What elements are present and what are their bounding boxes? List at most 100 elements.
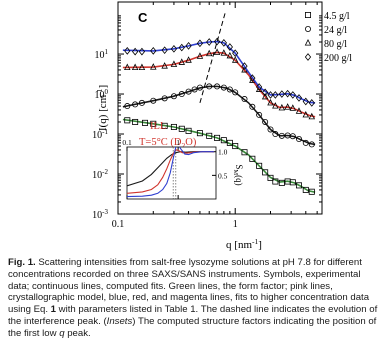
data-point-series-0-23 (295, 182, 302, 189)
caption-text-3: ) The computed structure factors indicat… (8, 315, 377, 339)
data-point-series-0-19 (272, 178, 279, 185)
inset-frame (126, 146, 217, 200)
data-point-series-2-17 (261, 92, 269, 100)
data-point-series-2-22 (289, 104, 297, 111)
data-point-series-0-8 (196, 130, 203, 137)
data-point-series-2-8 (196, 52, 204, 59)
annotation-line1: ILL (150, 121, 166, 132)
legend-label-0: 4.5 g/l (324, 11, 350, 22)
data-point-series-1-23 (289, 133, 296, 140)
data-point-series-0-5 (170, 123, 177, 130)
data-point-series-0-20 (278, 179, 285, 186)
y-tick-label-4: 101 (95, 48, 109, 61)
legend: 4.5 g/l 24 g/l 80 g/l 200 g/l (304, 11, 352, 64)
data-point-series-3-25 (308, 99, 315, 107)
data-point-series-0-17 (262, 169, 269, 176)
inset-curve-1 (127, 149, 214, 194)
data-point-series-1-19 (267, 126, 274, 133)
data-point-series-0-11 (220, 137, 227, 144)
data-point-series-0-4 (161, 122, 168, 129)
inset-y-axis-label: SM(q) (232, 164, 244, 185)
inset-y-tick-label-1: 1.0 (218, 148, 228, 157)
data-point-series-0-13 (232, 143, 239, 150)
data-point-series-3-6 (178, 43, 185, 52)
data-point-series-3-13 (232, 49, 239, 58)
data-point-series-3-12 (226, 43, 233, 51)
y-tick-label-0: 10-3 (92, 208, 108, 221)
data-point-series-1-16 (249, 103, 256, 110)
data-point-series-3-20 (278, 90, 285, 98)
data-point-series-0-12 (226, 139, 233, 146)
panel-label: C (138, 10, 148, 25)
series-group (122, 10, 316, 195)
caption-text-4: peak. (64, 327, 91, 339)
data-point-series-1-0 (124, 103, 131, 110)
data-point-series-1-25 (302, 139, 309, 146)
data-point-series-2-24 (302, 110, 310, 118)
data-point-series-2-0 (124, 63, 131, 71)
data-point-series-2-21 (284, 103, 291, 110)
data-point-series-3-23 (295, 94, 303, 102)
legend-marker-1 (304, 25, 311, 32)
data-point-series-2-18 (267, 98, 274, 106)
fit-line-series-0 (122, 118, 316, 193)
data-point-series-3-22 (289, 91, 296, 99)
caption-eq-number: 1 (50, 304, 57, 316)
data-point-series-3-24 (302, 97, 309, 106)
caption-fig-label: Fig. 1. (8, 257, 36, 268)
fit-line-series-2 (122, 51, 316, 118)
data-point-series-3-21 (284, 89, 291, 98)
data-point-series-1-2 (138, 99, 145, 106)
data-point-series-3-11 (220, 39, 227, 47)
data-point-series-1-20 (272, 131, 279, 138)
data-point-series-1-5 (170, 93, 177, 100)
fit-line-series-3 (122, 40, 316, 104)
data-point-series-0-2 (142, 119, 149, 126)
data-point-series-3-8 (196, 39, 204, 48)
data-point-series-0-9 (206, 132, 213, 139)
inset-y-tick-label-0: 0.5 (218, 171, 228, 180)
data-point-series-1-7 (185, 88, 192, 95)
data-point-series-2-23 (295, 107, 303, 114)
inset-x-tick-label-1: 1 (176, 138, 180, 147)
data-point-series-1-15 (241, 96, 248, 103)
data-point-series-0-18 (267, 174, 274, 181)
data-point-series-2-12 (226, 51, 234, 59)
legend-marker-2 (304, 39, 312, 46)
y-tick-label-3: 100 (95, 88, 109, 101)
legend-label-1: 24 g/l (324, 25, 347, 36)
data-point-series-1-10 (206, 83, 213, 90)
y-axis-label: I(q) [cm-1] (95, 85, 109, 131)
y-tick-label-1: 10-2 (92, 168, 108, 181)
data-point-series-3-4 (161, 46, 168, 54)
data-point-series-1-24 (295, 136, 302, 143)
data-point-series-0-24 (302, 186, 309, 193)
data-point-series-3-19 (272, 91, 279, 99)
data-point-series-2-5 (170, 60, 178, 67)
figure-caption: Fig. 1. Scattering intensities from salt… (8, 257, 383, 340)
data-point-series-2-7 (185, 56, 192, 63)
data-point-series-3-0 (124, 47, 131, 55)
caption-text-2: with parameters listed in Table 1. The d… (8, 304, 378, 327)
data-point-series-0-10 (214, 134, 221, 141)
data-point-series-2-1 (131, 63, 139, 71)
data-point-series-3-10 (213, 37, 221, 46)
legend-label-3: 200 g/l (324, 53, 352, 64)
data-point-series-1-3 (150, 97, 157, 104)
data-point-series-0-15 (249, 155, 256, 162)
data-point-series-3-18 (267, 91, 274, 99)
data-point-series-0-6 (178, 125, 185, 132)
legend-marker-0 (304, 11, 311, 18)
data-point-series-0-22 (289, 179, 296, 186)
legend-marker-3 (304, 53, 312, 61)
plot-area: 0.1 1 10-3 10-2 10-1 100 101 (92, 1, 323, 230)
legend-label-2: 80 g/l (324, 39, 347, 50)
data-point-series-2-13 (231, 56, 239, 63)
data-point-series-1-11 (214, 83, 221, 90)
inset-curves (127, 147, 214, 199)
data-point-series-1-1 (132, 101, 139, 108)
data-point-series-3-17 (262, 88, 269, 97)
inset-curve-2 (127, 147, 214, 198)
data-point-series-0-3 (150, 120, 157, 127)
data-point-series-1-21 (278, 132, 285, 139)
